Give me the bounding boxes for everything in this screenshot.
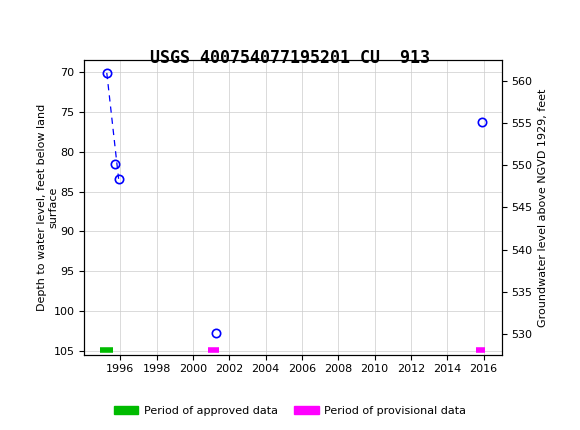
Legend: Period of approved data, Period of provisional data: Period of approved data, Period of provi… [109, 401, 471, 420]
Text: USGS 400754077195201 CU  913: USGS 400754077195201 CU 913 [150, 49, 430, 68]
Y-axis label: Depth to water level, feet below land
surface: Depth to water level, feet below land su… [37, 104, 59, 311]
Y-axis label: Groundwater level above NGVD 1929, feet: Groundwater level above NGVD 1929, feet [538, 88, 548, 327]
Text: USGS: USGS [38, 14, 93, 31]
